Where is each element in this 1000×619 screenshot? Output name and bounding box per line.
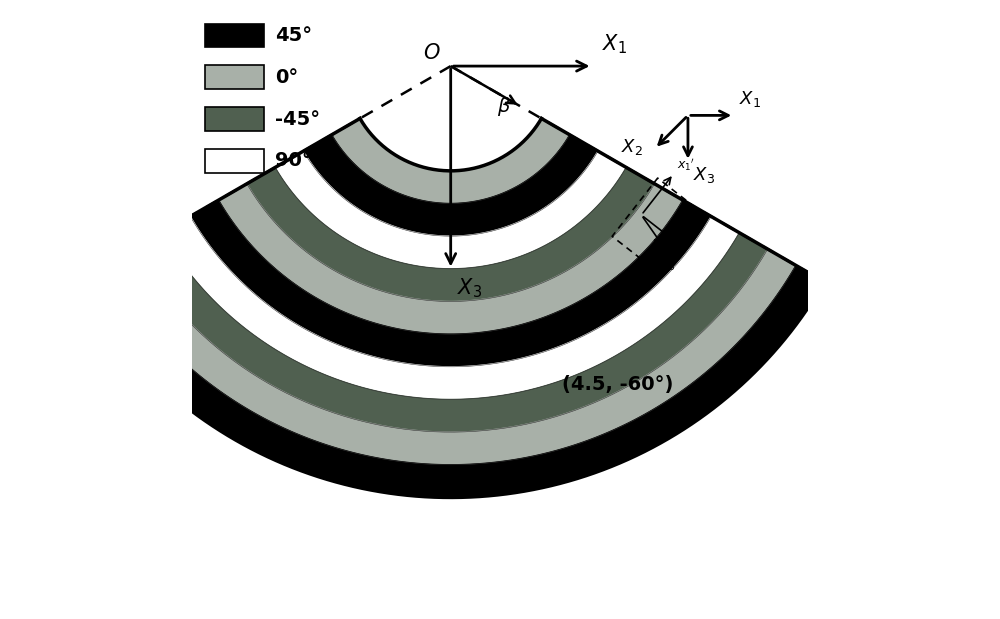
Polygon shape	[332, 118, 570, 204]
Bar	[205, 149, 264, 173]
Bar	[205, 24, 264, 47]
Polygon shape	[105, 249, 796, 465]
Polygon shape	[219, 184, 683, 334]
Text: $X_1$: $X_1$	[602, 33, 627, 56]
Polygon shape	[275, 151, 626, 269]
Text: $X_1$: $X_1$	[739, 89, 761, 110]
Text: $O$: $O$	[423, 43, 441, 63]
Bar	[205, 66, 264, 89]
Text: $\beta$: $\beta$	[497, 95, 511, 118]
Bar	[205, 107, 264, 131]
Text: $X_3$: $X_3$	[457, 276, 482, 300]
Text: $x_2{}'$: $x_2{}'$	[667, 242, 685, 259]
Text: 45°: 45°	[275, 26, 312, 45]
Text: (4.5, -60°): (4.5, -60°)	[562, 374, 673, 394]
Polygon shape	[190, 200, 711, 367]
Polygon shape	[162, 217, 739, 399]
Text: 90°: 90°	[275, 152, 312, 170]
Text: $X_2$: $X_2$	[621, 137, 643, 157]
Polygon shape	[247, 168, 655, 301]
Text: $x_1{}'$: $x_1{}'$	[677, 157, 695, 173]
Text: $x_3{}'$: $x_3{}'$	[661, 256, 679, 273]
Polygon shape	[77, 266, 824, 498]
Polygon shape	[134, 233, 768, 432]
Text: 0°: 0°	[275, 67, 298, 87]
Text: -45°: -45°	[275, 110, 320, 129]
Text: $X_3$: $X_3$	[693, 165, 715, 185]
Polygon shape	[303, 135, 598, 236]
